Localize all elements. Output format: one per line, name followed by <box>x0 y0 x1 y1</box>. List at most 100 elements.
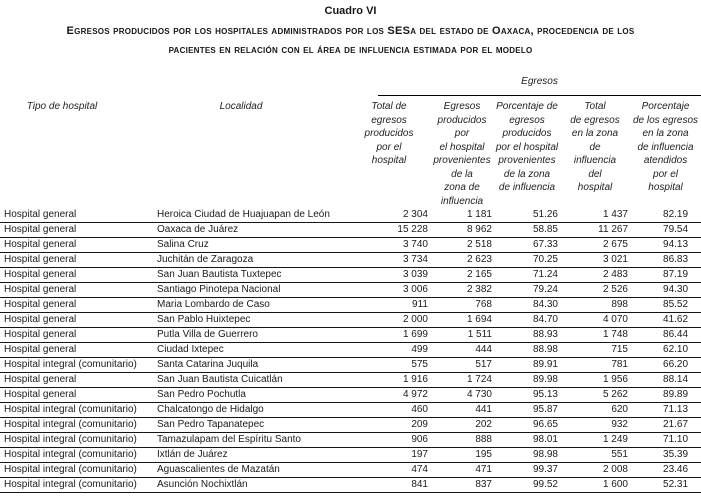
cell-total-zona: 3 021 <box>560 252 630 268</box>
cell-porcentaje-atendidos: 85.52 <box>630 297 701 313</box>
table-row: Hospital general Ciudad Ixtepec 499 444 88.9… <box>0 342 701 358</box>
table-row: Hospital general Maria Lombardo de Caso 91… <box>0 297 701 313</box>
cell-hospital-type: Hospital integral (comunitario) <box>0 402 152 418</box>
cell-egresos-zona: 441 <box>430 402 494 418</box>
cell-porcentaje-atendidos: 71.10 <box>630 432 701 448</box>
cell-locality: Salina Cruz <box>152 237 348 253</box>
cell-total-egresos: 4 972 <box>348 387 430 403</box>
cell-hospital-type: Hospital integral (comunitario) <box>0 477 152 493</box>
cell-hospital-type: Hospital integral (comunitario) <box>0 447 152 463</box>
cell-hospital-type: Hospital integral (comunitario) <box>0 417 152 433</box>
cell-locality: Juchitán de Zaragoza <box>152 252 348 268</box>
cell-porcentaje-producidos: 51.26 <box>494 208 560 223</box>
cell-total-zona: 715 <box>560 342 630 358</box>
cell-porcentaje-producidos: 71.24 <box>494 267 560 283</box>
cell-total-egresos: 499 <box>348 342 430 358</box>
cell-egresos-zona: 471 <box>430 462 494 478</box>
cell-total-zona: 2 008 <box>560 462 630 478</box>
group-header-spacer <box>0 66 348 96</box>
cell-porcentaje-atendidos: 79.54 <box>630 222 701 238</box>
cell-porcentaje-producidos: 98.98 <box>494 447 560 463</box>
group-header-row: Egresos <box>0 66 701 96</box>
cell-hospital-type: Hospital general <box>0 282 152 298</box>
cell-total-zona: 5 262 <box>560 387 630 403</box>
cell-total-egresos: 197 <box>348 447 430 463</box>
cell-total-egresos: 575 <box>348 357 430 373</box>
cell-total-zona: 2 675 <box>560 237 630 253</box>
cell-total-zona: 2 483 <box>560 267 630 283</box>
cell-total-egresos: 1 916 <box>348 372 430 388</box>
cell-hospital-type: Hospital general <box>0 342 152 358</box>
table-row: Hospital general San Pablo Huixtepec 2 000… <box>0 312 701 328</box>
cell-locality: Tamazulapam del Espíritu Santo <box>152 432 348 448</box>
table-row: Hospital integral (comunitario) Santa Cat… <box>0 357 701 373</box>
cell-egresos-zona: 202 <box>430 417 494 433</box>
table-title-line-2: pacientes en relación con el área de inf… <box>168 44 533 56</box>
table-row: Hospital general San Juan Bautista Tuxtep… <box>0 267 701 283</box>
table-title: Egresos producidos por los hospitales ad… <box>0 22 701 60</box>
cell-egresos-zona: 8 962 <box>430 222 494 238</box>
cell-total-zona: 551 <box>560 447 630 463</box>
cell-hospital-type: Hospital general <box>0 252 152 268</box>
cell-total-zona: 1 437 <box>560 208 630 223</box>
cell-porcentaje-producidos: 89.98 <box>494 372 560 388</box>
column-header-tipo-de-hospital: Tipo de hospital <box>26 101 98 112</box>
cell-porcentaje-producidos: 99.52 <box>494 477 560 493</box>
table-row: Hospital integral (comunitario) Asunción … <box>0 477 701 493</box>
cell-hospital-type: Hospital general <box>0 297 152 313</box>
cell-total-zona: 2 526 <box>560 282 630 298</box>
table-title-line-1: Egresos producidos por los hospitales ad… <box>66 25 635 37</box>
cell-hospital-type: Hospital integral (comunitario) <box>0 432 152 448</box>
table-row: Hospital integral (comunitario) Tamazulap… <box>0 432 701 448</box>
table-row: Hospital integral (comunitario) Ixtlán de… <box>0 447 701 463</box>
cell-locality: Oaxaca de Juárez <box>152 222 348 238</box>
column-header-row: Tipo de hospital Localidad Total de egre… <box>0 96 701 208</box>
table-row: Hospital general Putla Villa de Guerrero 1… <box>0 327 701 343</box>
cell-porcentaje-producidos: 95.13 <box>494 387 560 403</box>
cell-total-zona: 898 <box>560 297 630 313</box>
cell-egresos-zona: 2 382 <box>430 282 494 298</box>
cell-porcentaje-atendidos: 21.67 <box>630 417 701 433</box>
cell-hospital-type: Hospital integral (comunitario) <box>0 357 152 373</box>
cell-locality: Ixtlán de Juárez <box>152 447 348 463</box>
cell-total-egresos: 3 740 <box>348 237 430 253</box>
cell-porcentaje-producidos: 88.93 <box>494 327 560 343</box>
cell-total-zona: 620 <box>560 402 630 418</box>
cell-total-egresos: 3 734 <box>348 252 430 268</box>
cell-egresos-zona: 2 518 <box>430 237 494 253</box>
cell-porcentaje-atendidos: 82.19 <box>630 208 701 223</box>
column-header-total-egresos-zona: Total de egresos en la zona de influenci… <box>570 101 620 193</box>
cell-total-egresos: 906 <box>348 432 430 448</box>
cell-total-egresos: 3 039 <box>348 267 430 283</box>
cell-total-egresos: 474 <box>348 462 430 478</box>
cell-egresos-zona: 768 <box>430 297 494 313</box>
cell-total-egresos: 1 699 <box>348 327 430 343</box>
cell-total-zona: 1 600 <box>560 477 630 493</box>
cell-porcentaje-producidos: 96.65 <box>494 417 560 433</box>
cell-egresos-zona: 888 <box>430 432 494 448</box>
table-row: Hospital integral (comunitario) Aguascali… <box>0 462 701 478</box>
cell-egresos-zona: 1 694 <box>430 312 494 328</box>
cell-porcentaje-atendidos: 62.10 <box>630 342 701 358</box>
cell-porcentaje-atendidos: 66.20 <box>630 357 701 373</box>
cell-porcentaje-producidos: 89.91 <box>494 357 560 373</box>
cell-total-egresos: 911 <box>348 297 430 313</box>
cell-porcentaje-producidos: 99.37 <box>494 462 560 478</box>
cell-hospital-type: Hospital general <box>0 312 152 328</box>
cell-porcentaje-producidos: 98.01 <box>494 432 560 448</box>
cell-porcentaje-producidos: 84.70 <box>494 312 560 328</box>
column-header-egresos-zona-influencia: Egresos producidos por el hospital prove… <box>433 101 491 207</box>
cell-egresos-zona: 517 <box>430 357 494 373</box>
cell-locality: San Juan Bautista Cuicatlán <box>152 372 348 388</box>
cell-total-zona: 1 249 <box>560 432 630 448</box>
cell-hospital-type: Hospital general <box>0 267 152 283</box>
cell-hospital-type: Hospital integral (comunitario) <box>0 462 152 478</box>
cell-porcentaje-producidos: 58.85 <box>494 222 560 238</box>
cell-porcentaje-producidos: 88.98 <box>494 342 560 358</box>
table-row: Hospital integral (comunitario) San Pedro… <box>0 417 701 433</box>
cell-porcentaje-atendidos: 86.44 <box>630 327 701 343</box>
cell-egresos-zona: 444 <box>430 342 494 358</box>
table-row: Hospital general San Juan Bautista Cuicat… <box>0 372 701 388</box>
cell-hospital-type: Hospital general <box>0 327 152 343</box>
